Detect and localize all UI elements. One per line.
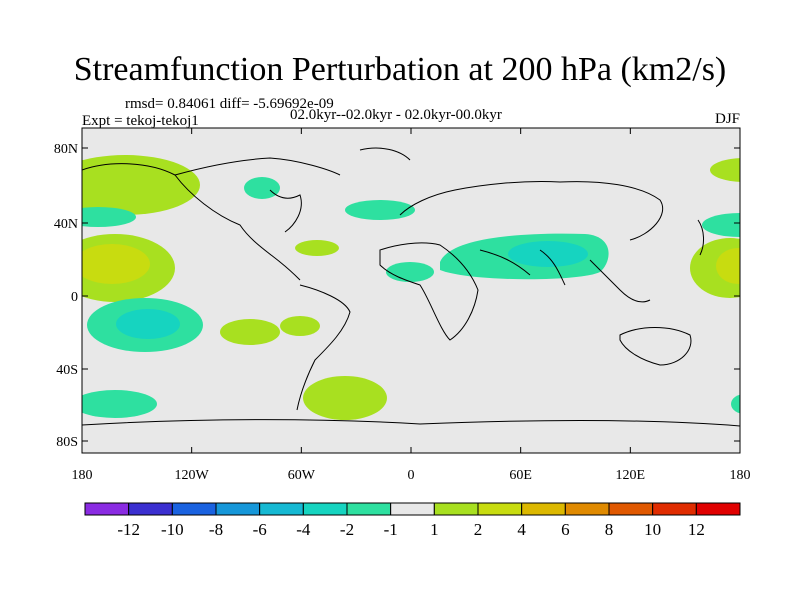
lon-tick-label: 180 <box>730 468 751 483</box>
lat-tick-label: 40N <box>54 217 78 232</box>
lon-tick-label: 120E <box>616 468 646 483</box>
season-label: DJF <box>714 111 740 127</box>
lon-tick-label: 60E <box>509 468 532 483</box>
anomaly-east-edge-south <box>731 394 740 414</box>
colorbar-swatch <box>652 502 697 516</box>
colorbar-swatch <box>346 502 392 516</box>
coastlines <box>82 147 740 427</box>
colorbar-label: -6 <box>253 520 267 539</box>
colorbar-swatch <box>564 502 610 516</box>
anomaly-north-pacific <box>82 155 200 215</box>
colorbar-swatch <box>302 502 348 516</box>
colorbar-label: -2 <box>340 520 354 539</box>
colorbar-swatch <box>477 502 523 516</box>
anomaly-nw-pacific <box>82 207 136 227</box>
lat-tick-label: 80N <box>54 142 78 157</box>
colorbar-label: 1 <box>430 520 439 539</box>
anomaly-hudson <box>244 177 280 199</box>
colorbar-label: 12 <box>688 520 705 539</box>
lat-tick-label: 0 <box>71 290 78 305</box>
colorbar-labels: -12 -10 -8 -6 -4 -2 -1 1 2 4 6 8 10 12 <box>117 520 705 539</box>
colorbar-swatch <box>390 502 435 516</box>
anomaly-asian-jet-core <box>508 241 588 267</box>
anomaly-southern-ocean <box>303 376 387 420</box>
lon-tick-label: 120W <box>175 468 210 483</box>
anomaly-se-pacific <box>82 390 157 418</box>
colorbar-swatch <box>433 502 479 516</box>
longitude-axis: 180 120W 60W 0 60E 120E 180 <box>72 128 751 483</box>
colorbar-label: 6 <box>561 520 570 539</box>
anomaly-mid-atlantic <box>295 240 339 256</box>
colorbar-swatch <box>259 502 304 516</box>
anomaly-west-africa <box>386 262 434 282</box>
anomaly-south-pacific-core <box>116 309 180 339</box>
experiment-line: Expt = tekoj-tekoj1 <box>82 113 199 129</box>
lat-tick-label: 40S <box>56 363 78 378</box>
colorbar-label: 2 <box>474 520 483 539</box>
colorbar-swatch <box>128 502 173 516</box>
anomaly-north-atlantic <box>345 200 415 220</box>
colorbar-label: -1 <box>384 520 398 539</box>
colorbar-swatch <box>215 502 261 516</box>
anomaly-south-america <box>220 319 280 345</box>
map-title: Streamfunction Perturbation at 200 hPa (… <box>73 51 727 88</box>
colorbar-label: 8 <box>605 520 614 539</box>
colorbar-label: -12 <box>117 520 140 539</box>
anomaly-east-edge-nw <box>702 213 740 237</box>
colorbar <box>84 502 741 516</box>
anomaly-fields <box>82 155 740 420</box>
colorbar-swatch <box>84 502 130 516</box>
colorbar-swatch <box>521 502 566 516</box>
anomaly-east-edge-north <box>710 158 740 182</box>
period-line: 02.0kyr--02.0kyr - 02.0kyr-00.0kyr <box>290 107 502 123</box>
latitude-axis: 80N 40N 0 40S 80S <box>54 142 740 450</box>
lat-tick-label: 80S <box>56 435 78 450</box>
colorbar-label: -4 <box>296 520 311 539</box>
colorbar-label: 10 <box>644 520 661 539</box>
anomaly-east-edge-tropical-core <box>716 248 740 284</box>
colorbar-swatch <box>171 502 217 516</box>
anomaly-south-atlantic <box>280 316 320 336</box>
lon-tick-label: 180 <box>72 468 93 483</box>
colorbar-label: 4 <box>517 520 526 539</box>
anomaly-tropical-pacific-core <box>82 244 150 284</box>
stats-line: rmsd= 0.84061 diff= -5.69692e-09 <box>125 96 334 112</box>
lon-tick-label: 60W <box>288 468 316 483</box>
colorbar-label: -8 <box>209 520 223 539</box>
colorbar-swatch <box>608 502 654 516</box>
colorbar-swatch <box>695 502 741 516</box>
colorbar-label: -10 <box>161 520 184 539</box>
lon-tick-label: 0 <box>408 468 415 483</box>
